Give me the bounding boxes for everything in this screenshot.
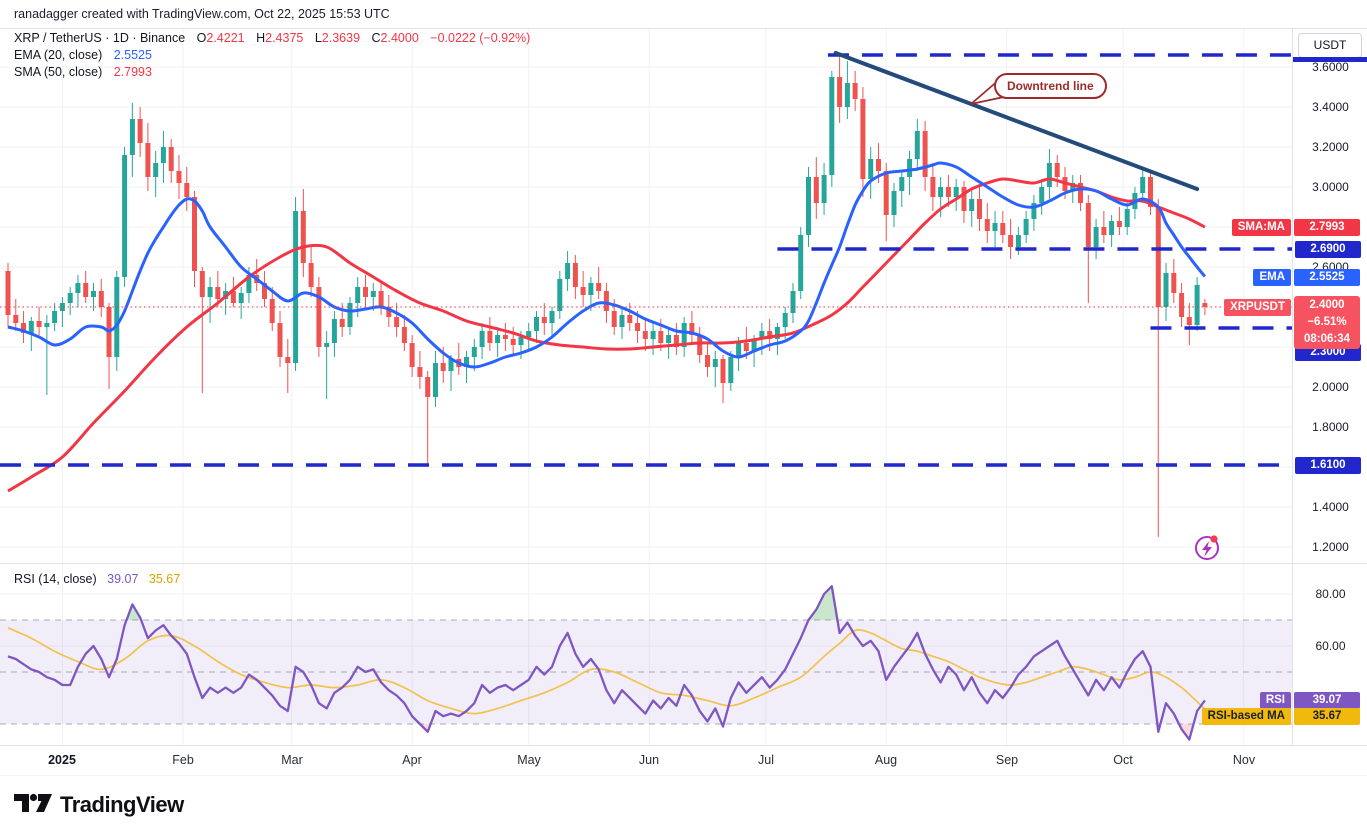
rsi-axis-value: 39.07: [1294, 692, 1360, 709]
rsi-label: RSI (14, close): [14, 572, 97, 586]
currency-toggle-button[interactable]: USDT: [1298, 33, 1362, 58]
time-label-Apr: Apr: [402, 753, 422, 767]
ema-legend-row[interactable]: EMA (20, close) 2.5525: [14, 47, 530, 64]
last-price-axis-block: 2.4000 −6.51% 08:06:34: [1294, 296, 1360, 349]
attribution-text: ranadagger created with TradingView.com,…: [14, 7, 390, 21]
price-tick-2.0000: 2.0000: [1312, 380, 1349, 394]
rsi-ma-line[interactable]: [7, 627, 1206, 715]
high-value: 2.4375: [265, 31, 304, 45]
price-tick-3.2000: 3.2000: [1312, 140, 1349, 154]
symbol-title[interactable]: XRP / TetherUS · 1D · Binance: [14, 31, 186, 45]
panel-divider: [0, 563, 1367, 564]
open-value: 2.4221: [206, 31, 245, 45]
low-value: 2.3639: [321, 31, 361, 45]
price-tick-1.4000: 1.4000: [1312, 500, 1349, 514]
ema-value: 2.5525: [113, 48, 152, 62]
close-value: 2.4000: [380, 31, 419, 45]
ema-label: EMA (20, close): [14, 48, 103, 62]
price-tick-3.0000: 3.0000: [1312, 180, 1349, 194]
time-label-Nov: Nov: [1232, 753, 1256, 767]
ema-price-tag: EMA: [1253, 269, 1291, 286]
sma-axis-value: 2.7993: [1294, 219, 1360, 236]
rsi-legend-row[interactable]: RSI (14, close) 39.07 35.67: [14, 572, 187, 586]
time-label-Aug: Aug: [874, 753, 898, 767]
tradingview-logo-icon: [14, 793, 52, 812]
change-percent: −6.51%: [1307, 316, 1347, 328]
rsi-axis-tag: RSI: [1259, 692, 1291, 709]
high-label: H: [256, 31, 266, 45]
price-axis[interactable]: USDT 3.6000 3.4000 3.2000 3.0000 2.6900 2.600…: [1292, 28, 1367, 775]
time-label-Mar: Mar: [281, 753, 303, 767]
footer-bar: TradingView: [0, 775, 1367, 833]
downtrend-callout[interactable]: Downtrend line: [994, 73, 1107, 99]
price-tick-3.4000: 3.4000: [1312, 100, 1349, 114]
open-label: O: [196, 31, 207, 45]
tradingview-logo[interactable]: TradingView: [14, 790, 184, 820]
downtrend-trendline[interactable]: [833, 51, 1200, 191]
close-label: C: [371, 31, 381, 45]
tradingview-logo-text: TradingView: [60, 792, 184, 817]
time-label-Feb: Feb: [172, 753, 194, 767]
time-label-2025: 2025: [48, 753, 76, 767]
price-tick-1.8000: 1.8000: [1312, 420, 1349, 434]
rsi-line[interactable]: [7, 585, 1206, 741]
rsi-tick-60.00: 60.00: [1315, 639, 1346, 653]
sma-legend-row[interactable]: SMA (50, close) 2.7993: [14, 64, 530, 81]
sma-value: 2.7993: [113, 65, 152, 79]
price-tick-3.6000: 3.6000: [1312, 60, 1349, 74]
change-value: −0.0222 (−0.92%): [430, 31, 531, 45]
sma-price-tag: SMA:MA: [1231, 219, 1291, 236]
symbol-price-tag: XRPUSDT: [1224, 299, 1291, 316]
time-label-Sep: Sep: [995, 753, 1019, 767]
rsi-ma-axis-tag: RSI-based MA: [1201, 708, 1291, 725]
time-axis[interactable]: 2025 Feb Mar Apr May Jun Jul Aug Sep Oct Nov: [0, 745, 1367, 776]
attribution-bar: ranadagger created with TradingView.com,…: [0, 0, 1367, 28]
rsi-ma-axis-value: 35.67: [1294, 708, 1360, 725]
bar-countdown: 08:06:34: [1303, 333, 1351, 345]
rsi-value: 39.07: [107, 572, 139, 586]
time-label-May: May: [517, 753, 541, 767]
level-label-2.6900: 2.6900: [1295, 241, 1361, 258]
main-chart-legend: XRP / TetherUS · 1D · Binance O2.4221 H2…: [14, 30, 530, 81]
level-label-1.6100: 1.6100: [1295, 457, 1361, 474]
symbol-legend-row[interactable]: XRP / TetherUS · 1D · Binance O2.4221 H2…: [14, 30, 530, 47]
price-tick-1.2000: 1.2000: [1312, 540, 1349, 554]
rsi-ma-value: 35.67: [148, 572, 181, 586]
ema-axis-value: 2.5525: [1294, 269, 1360, 286]
rsi-tick-80.00: 80.00: [1315, 587, 1346, 601]
time-label-Jun: Jun: [638, 753, 660, 767]
level-366-axis-marker: [1293, 57, 1367, 62]
ema20-line[interactable]: [7, 161, 1207, 369]
topbar-divider: [0, 28, 1367, 29]
sma50-line[interactable]: [7, 177, 1206, 493]
time-label-Jul: Jul: [758, 753, 774, 767]
event-lightning-icon[interactable]: [1195, 535, 1219, 560]
low-label: L: [314, 31, 322, 45]
time-label-Oct: Oct: [1113, 753, 1133, 767]
sma-label: SMA (50, close): [14, 65, 103, 79]
last-price: 2.4000: [1309, 299, 1345, 311]
